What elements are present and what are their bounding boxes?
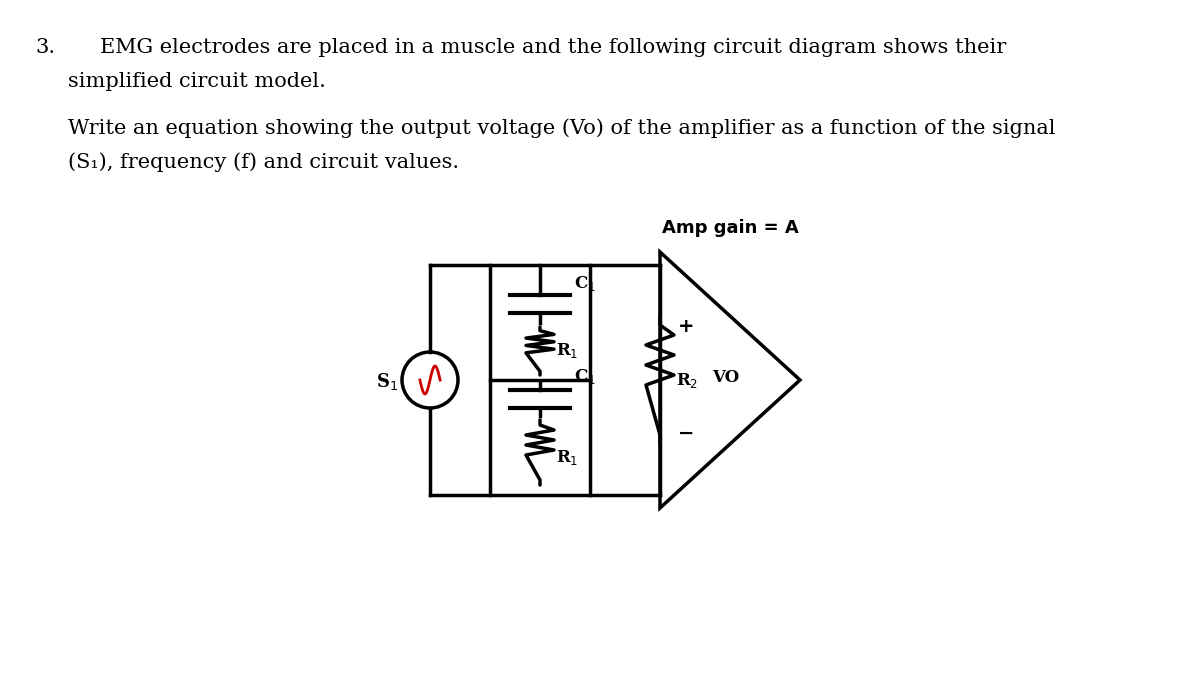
Text: C$_1$: C$_1$ (574, 274, 595, 293)
Text: S$_1$: S$_1$ (376, 371, 398, 392)
Text: simplified circuit model.: simplified circuit model. (68, 72, 326, 91)
Text: +: + (678, 317, 695, 336)
Text: −: − (678, 424, 695, 444)
Text: R$_2$: R$_2$ (676, 371, 698, 390)
Text: VO: VO (712, 369, 739, 386)
Text: Write an equation showing the output voltage (Vo) of the amplifier as a function: Write an equation showing the output vol… (68, 118, 1056, 138)
Text: R$_1$: R$_1$ (556, 341, 578, 361)
Text: Amp gain = A: Amp gain = A (661, 219, 798, 237)
Text: EMG electrodes are placed in a muscle and the following circuit diagram shows th: EMG electrodes are placed in a muscle an… (100, 38, 1007, 57)
Text: C$_1$: C$_1$ (574, 367, 595, 386)
Text: 3.: 3. (35, 38, 55, 57)
Text: R$_1$: R$_1$ (556, 448, 578, 467)
Text: (S₁), frequency (f) and circuit values.: (S₁), frequency (f) and circuit values. (68, 152, 460, 172)
